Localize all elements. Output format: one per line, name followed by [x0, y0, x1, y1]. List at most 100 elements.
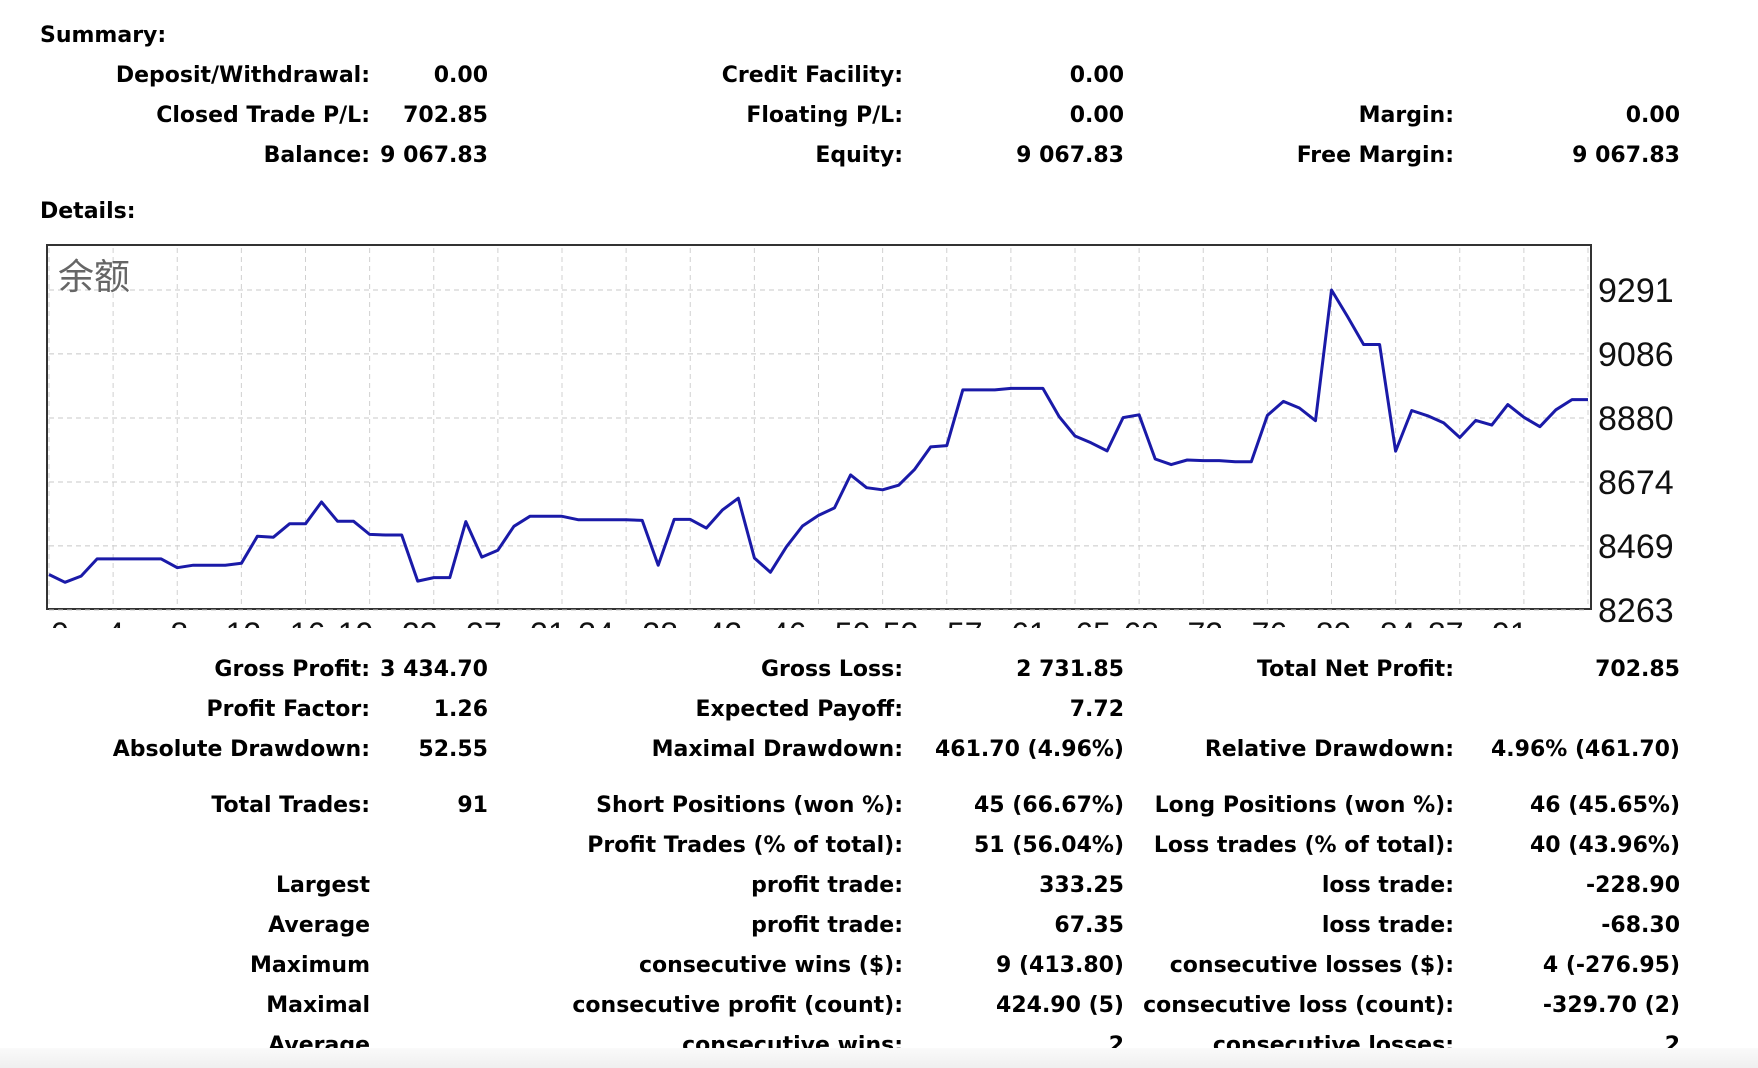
- closed-pl-value: 702.85: [403, 103, 488, 128]
- x-tick-label: 38: [642, 616, 678, 650]
- relative-drawdown-value: 4.96% (461.70): [1491, 737, 1680, 762]
- x-tick-label: 91: [1492, 616, 1528, 650]
- free-margin-value: 9 067.83: [1572, 143, 1680, 168]
- chart-series: [48, 288, 1588, 584]
- maximum-profit-value: 9 (413.80): [996, 953, 1124, 978]
- average-profit-label: profit trade:: [751, 913, 903, 938]
- largest-loss-label: loss trade:: [1321, 873, 1454, 898]
- maximal-drawdown-label: Maximal Drawdown:: [651, 737, 903, 762]
- deposit-value: 0.00: [433, 63, 488, 88]
- maximal-profit-value: 424.90 (5): [996, 993, 1124, 1018]
- margin-label: Margin:: [1358, 103, 1454, 128]
- largest-profit-label: profit trade:: [751, 873, 903, 898]
- expected-payoff-value: 7.72: [1069, 697, 1124, 722]
- average-profit-value: 67.35: [1054, 913, 1124, 938]
- x-tick-label: 61: [1011, 616, 1047, 650]
- summary-title: Summary:: [40, 23, 167, 48]
- bottom-edge-shadow: [0, 1048, 1758, 1068]
- x-tick-labels: 0 4 8 12 16 19 23 27 31 34 38 42 46 50 53 57 61 65 68 72 76 8…: [51, 616, 1528, 650]
- absolute-drawdown-value: 52.55: [418, 737, 488, 762]
- maximal-loss-label: consecutive loss (count):: [1143, 993, 1454, 1018]
- x-tick-label: 4: [106, 616, 124, 650]
- x-tick-label: 53: [883, 616, 919, 650]
- x-tick-label: 65: [1075, 616, 1111, 650]
- maximum-loss-label: consecutive losses ($):: [1169, 953, 1454, 978]
- maximal-loss-value: -329.70 (2): [1542, 993, 1680, 1018]
- x-tick-label: 0: [51, 616, 69, 650]
- deposit-label: Deposit/Withdrawal:: [115, 63, 370, 88]
- short-positions-value: 45 (66.67%): [973, 793, 1124, 818]
- maximum-label: Maximum: [250, 953, 370, 978]
- balance-chart: 余额 0 4 8 12 16 19 23 27 31 34 38 42 46 50 53 57 61 65 68 72…: [48, 248, 1674, 650]
- long-positions-label: Long Positions (won %):: [1154, 793, 1454, 818]
- maximum-profit-label: consecutive wins ($):: [638, 953, 903, 978]
- x-tick-group: 0 4 8 12 16 19 23 27 31 34 38 42 46 50 53 57 61 65 68 72 76 8…: [51, 616, 1528, 650]
- maximal-label: Maximal: [266, 993, 370, 1018]
- equity-value: 9 067.83: [1016, 143, 1124, 168]
- maximal-profit-label: consecutive profit (count):: [572, 993, 903, 1018]
- balance-value: 9 067.83: [380, 143, 488, 168]
- balance-label: Balance:: [263, 143, 370, 168]
- absolute-drawdown-label: Absolute Drawdown:: [112, 737, 370, 762]
- short-positions-label: Short Positions (won %):: [596, 793, 903, 818]
- profit-trades-value: 51 (56.04%): [973, 833, 1124, 858]
- floating-pl-value: 0.00: [1069, 103, 1124, 128]
- gross-loss-value: 2 731.85: [1016, 657, 1124, 682]
- x-tick-label: 46: [771, 616, 807, 650]
- gross-profit-label: Gross Profit:: [214, 657, 370, 682]
- x-tick-label: 19: [338, 616, 374, 650]
- profit-factor-label: Profit Factor:: [206, 697, 370, 722]
- average-loss-label: loss trade:: [1321, 913, 1454, 938]
- y-tick-label: 9291: [1598, 272, 1674, 310]
- profit-factor-value: 1.26: [433, 697, 488, 722]
- gross-loss-label: Gross Loss:: [761, 657, 903, 682]
- profit-trades-label: Profit Trades (% of total):: [587, 833, 903, 858]
- x-tick-label: 57: [947, 616, 983, 650]
- total-net-profit-value: 702.85: [1595, 657, 1680, 682]
- maximum-loss-value: 4 (-276.95): [1542, 953, 1680, 978]
- x-tick-label: 23: [402, 616, 438, 650]
- y-tick-label: 8674: [1598, 464, 1674, 502]
- total-net-profit-label: Total Net Profit:: [1257, 657, 1454, 682]
- x-tick-label: 27: [466, 616, 502, 650]
- largest-loss-value: -228.90: [1585, 873, 1680, 898]
- x-tick-label: 80: [1316, 616, 1352, 650]
- x-tick-label: 8: [170, 616, 188, 650]
- x-tick-label: 42: [707, 616, 743, 650]
- x-tick-label: 16: [290, 616, 326, 650]
- details-title: Details:: [40, 199, 136, 224]
- largest-label: Largest: [276, 873, 370, 898]
- long-positions-value: 46 (45.65%): [1529, 793, 1680, 818]
- average-loss-value: -68.30: [1601, 913, 1680, 938]
- y-tick-label: 8469: [1598, 528, 1674, 566]
- chart-title: 余额: [58, 257, 130, 298]
- margin-value: 0.00: [1625, 103, 1680, 128]
- x-tick-label: 72: [1187, 616, 1223, 650]
- free-margin-label: Free Margin:: [1296, 143, 1454, 168]
- gross-profit-value: 3 434.70: [380, 657, 488, 682]
- x-tick-label: 68: [1123, 616, 1159, 650]
- largest-profit-value: 333.25: [1039, 873, 1124, 898]
- x-tick-label: 76: [1252, 616, 1288, 650]
- y-tick-label: 8880: [1598, 400, 1674, 438]
- credit-label: Credit Facility:: [721, 63, 903, 88]
- equity-label: Equity:: [815, 143, 903, 168]
- y-tick-labels: 9291 9086 8880 8674 8469 8263: [1598, 272, 1674, 630]
- y-tick-label: 8263: [1598, 592, 1674, 630]
- x-tick-label: 31: [530, 616, 566, 650]
- x-tick-label: 34: [578, 616, 614, 650]
- floating-pl-label: Floating P/L:: [746, 103, 903, 128]
- average-label: Average: [268, 913, 370, 938]
- credit-value: 0.00: [1069, 63, 1124, 88]
- x-tick-label: 87: [1428, 616, 1464, 650]
- x-tick-label: 50: [835, 616, 871, 650]
- relative-drawdown-label: Relative Drawdown:: [1204, 737, 1454, 762]
- closed-pl-label: Closed Trade P/L:: [156, 103, 370, 128]
- expected-payoff-label: Expected Payoff:: [695, 697, 903, 722]
- chart-grid: [48, 248, 1589, 611]
- loss-trades-value: 40 (43.96%): [1529, 833, 1680, 858]
- x-tick-label: 84: [1380, 616, 1416, 650]
- total-trades-label: Total Trades:: [211, 793, 370, 818]
- total-trades-value: 91: [457, 793, 488, 818]
- loss-trades-label: Loss trades (% of total):: [1153, 833, 1454, 858]
